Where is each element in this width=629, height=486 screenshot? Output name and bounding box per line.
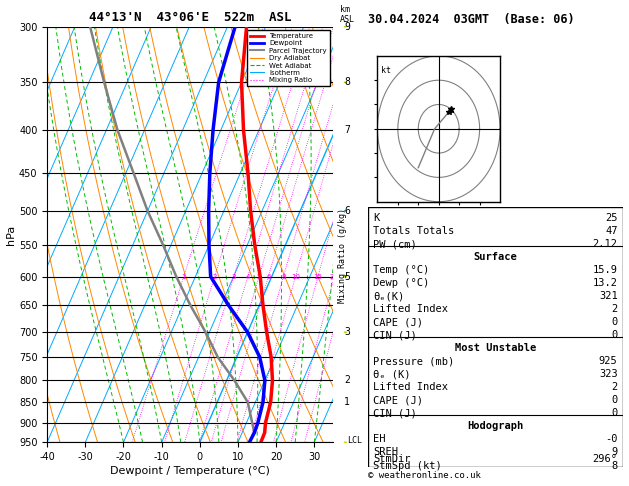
- Text: Surface: Surface: [474, 252, 517, 262]
- Text: 6: 6: [344, 206, 350, 216]
- Text: 15: 15: [313, 274, 323, 279]
- Text: CAPE (J): CAPE (J): [373, 317, 423, 327]
- Text: 1: 1: [182, 274, 186, 279]
- Text: 6: 6: [266, 274, 270, 279]
- Text: 296°: 296°: [593, 453, 618, 464]
- Text: CIN (J): CIN (J): [373, 330, 417, 340]
- Text: 13.2: 13.2: [593, 278, 618, 288]
- Text: θₑ(K): θₑ(K): [373, 291, 404, 301]
- Text: 10: 10: [291, 274, 300, 279]
- Text: 2: 2: [611, 304, 618, 314]
- Text: LCL: LCL: [347, 436, 362, 445]
- Text: 7: 7: [344, 125, 350, 136]
- Title: 44°13'N  43°06'E  522m  ASL: 44°13'N 43°06'E 522m ASL: [89, 11, 291, 24]
- Text: 5: 5: [344, 272, 350, 281]
- Text: kt: kt: [381, 66, 391, 75]
- Text: 15.9: 15.9: [593, 265, 618, 275]
- Text: 20: 20: [330, 274, 339, 279]
- Y-axis label: hPa: hPa: [6, 225, 16, 244]
- Text: 5: 5: [257, 274, 261, 279]
- Text: 2: 2: [344, 375, 350, 385]
- Text: 323: 323: [599, 369, 618, 379]
- Text: Totals Totals: Totals Totals: [373, 226, 454, 236]
- Text: 30.04.2024  03GMT  (Base: 06): 30.04.2024 03GMT (Base: 06): [368, 13, 574, 26]
- Text: 3: 3: [344, 327, 350, 337]
- Text: 9: 9: [611, 447, 618, 457]
- Text: 8: 8: [344, 77, 350, 87]
- Text: 25: 25: [605, 213, 618, 223]
- Text: Most Unstable: Most Unstable: [455, 343, 536, 353]
- Text: 321: 321: [599, 291, 618, 301]
- Text: Lifted Index: Lifted Index: [373, 382, 448, 392]
- Text: 8: 8: [611, 461, 618, 471]
- Text: 8: 8: [281, 274, 286, 279]
- Text: StmDir: StmDir: [373, 453, 411, 464]
- Text: SREH: SREH: [373, 447, 398, 457]
- Text: -0: -0: [605, 434, 618, 444]
- Text: θₑ (K): θₑ (K): [373, 369, 411, 379]
- Text: 0: 0: [611, 317, 618, 327]
- Text: Temp (°C): Temp (°C): [373, 265, 430, 275]
- Text: Lifted Index: Lifted Index: [373, 304, 448, 314]
- X-axis label: Dewpoint / Temperature (°C): Dewpoint / Temperature (°C): [110, 466, 270, 476]
- Text: PW (cm): PW (cm): [373, 239, 417, 249]
- Text: K: K: [373, 213, 379, 223]
- Text: 925: 925: [599, 356, 618, 366]
- Text: 9: 9: [344, 22, 350, 32]
- Text: 1: 1: [344, 397, 350, 407]
- Text: 2.12: 2.12: [593, 239, 618, 249]
- Text: CIN (J): CIN (J): [373, 408, 417, 418]
- Text: 2: 2: [611, 382, 618, 392]
- Text: 0: 0: [611, 395, 618, 405]
- Text: 47: 47: [605, 226, 618, 236]
- Text: Dewp (°C): Dewp (°C): [373, 278, 430, 288]
- Text: 2: 2: [213, 274, 217, 279]
- Text: StmSpd (kt): StmSpd (kt): [373, 461, 442, 471]
- Text: 3: 3: [231, 274, 236, 279]
- Text: Hodograph: Hodograph: [467, 421, 523, 431]
- Text: 0: 0: [611, 408, 618, 418]
- Text: Pressure (mb): Pressure (mb): [373, 356, 454, 366]
- Text: km
ASL: km ASL: [340, 5, 355, 24]
- Text: EH: EH: [373, 434, 386, 444]
- Text: © weatheronline.co.uk: © weatheronline.co.uk: [368, 471, 481, 480]
- Text: 25: 25: [343, 274, 352, 279]
- Text: 4: 4: [245, 274, 250, 279]
- Text: Mixing Ratio (g/kg): Mixing Ratio (g/kg): [338, 208, 347, 303]
- Text: 0: 0: [611, 330, 618, 340]
- Legend: Temperature, Dewpoint, Parcel Trajectory, Dry Adiabat, Wet Adiabat, Isotherm, Mi: Temperature, Dewpoint, Parcel Trajectory…: [247, 30, 330, 86]
- Text: CAPE (J): CAPE (J): [373, 395, 423, 405]
